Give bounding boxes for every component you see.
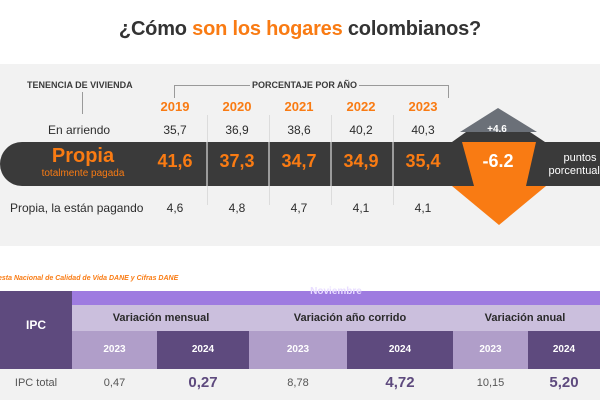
band-divider [392, 142, 394, 186]
year-label: 2023 [103, 344, 126, 355]
variation-header-row [72, 305, 600, 331]
cell-arriendo: 35,7 [163, 123, 187, 137]
ipc-value: 10,15 [476, 377, 505, 389]
change-arrows [452, 108, 546, 225]
ipc-row-label: IPC total [14, 377, 58, 389]
year-header: 2022 [346, 99, 376, 114]
year-label: 2024 [191, 344, 215, 355]
ipc-total-row [0, 369, 600, 400]
row-label-pagando: Propia, la están pagando [10, 201, 144, 215]
year-cell [453, 331, 528, 369]
source-note: esta Nacional de Calidad de Vida DANE y … [0, 275, 179, 282]
month-label: Noviembre [310, 286, 362, 297]
propia-sublabel: totalmente pagada [41, 168, 125, 179]
percent-bracket-left [174, 85, 175, 98]
year-cell [249, 331, 347, 369]
year-cell [72, 331, 157, 369]
arriendo-change: +4.6 [487, 124, 507, 135]
month-bar [72, 291, 600, 305]
group-header: Variación anual [484, 312, 566, 324]
year-cell [528, 331, 600, 369]
band-divider [268, 142, 270, 186]
ipc-value: 8,78 [287, 377, 309, 389]
year-label: 2024 [552, 344, 576, 355]
year-label: 2024 [388, 344, 412, 355]
band-divider [206, 142, 208, 186]
ipc-value: 4,72 [385, 374, 415, 391]
year-cell [347, 331, 453, 369]
group-header: Variación mensual [112, 312, 210, 324]
cell-propia: 35,4 [405, 151, 441, 171]
cell-propia: 41,6 [157, 151, 193, 171]
year-header: 2021 [284, 99, 314, 114]
cell-pagando: 4,7 [290, 201, 308, 215]
page-title: ¿Cómo son los hogares colombianos? [118, 18, 482, 40]
tenencia-header: TENENCIA DE VIVIENDA [27, 80, 133, 90]
percent-bracket-right [448, 85, 449, 98]
ipc-value: 5,20 [549, 374, 579, 391]
cell-arriendo: 40,2 [349, 123, 373, 137]
cell-pagando: 4,8 [228, 201, 246, 215]
ipc-value: 0,27 [188, 374, 218, 391]
cell-pagando: 4,1 [414, 201, 432, 215]
year-label: 2023 [286, 344, 310, 355]
cell-arriendo: 36,9 [225, 123, 249, 137]
change-unit: puntosporcentuales [548, 152, 600, 177]
band-divider [330, 142, 332, 186]
cell-arriendo: 40,3 [411, 123, 435, 137]
cell-pagando: 4,1 [352, 201, 370, 215]
up-arrow-body [452, 132, 545, 142]
ipc-value: 0,47 [103, 377, 126, 389]
down-arrow-icon [452, 142, 546, 225]
ipc-header-cell [0, 291, 72, 369]
cell-propia: 34,7 [281, 151, 317, 171]
title-highlight: son los hogares [192, 18, 343, 40]
year-header: 2023 [408, 99, 438, 114]
cell-arriendo: 38,6 [287, 123, 311, 137]
cell-pagando: 4,6 [166, 201, 184, 215]
percent-header: PORCENTAJE POR AÑO [250, 80, 360, 90]
propia-change: -6.2 [482, 151, 514, 171]
year-cell [157, 331, 249, 369]
cell-propia: 34,9 [343, 151, 379, 171]
title-area [0, 0, 600, 64]
group-header: Variación año corrido [293, 312, 407, 324]
ipc-header: IPC [25, 318, 46, 332]
year-header: 2020 [222, 99, 252, 114]
row-label-arriendo: En arriendo [48, 123, 111, 137]
year-header: 2019 [160, 99, 190, 114]
up-arrow-icon [460, 108, 537, 132]
year-label: 2023 [479, 344, 502, 355]
propia-label: Propia [51, 145, 115, 167]
tenencia-connector [82, 92, 83, 114]
cell-propia: 37,3 [219, 151, 255, 171]
